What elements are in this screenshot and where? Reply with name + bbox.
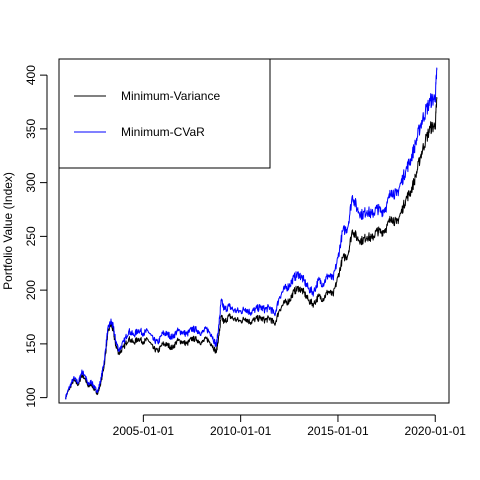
legend-box [58,58,271,169]
y-tick-label: 200 [24,280,38,300]
legend-label: Minimum-CVaR [121,125,205,139]
y-tick-label: 100 [24,387,38,407]
y-tick-label: 350 [24,119,38,139]
y-tick-label: 250 [24,226,38,246]
legend-label: Minimum-Variance [121,89,220,103]
x-tick-label: 2010-01-01 [210,424,272,438]
x-tick-label: 2015-01-01 [307,424,369,438]
x-axis: 2005-01-01 2010-01-01 2015-01-01 2020-01-01 [113,414,467,438]
x-tick-label: 2005-01-01 [113,424,175,438]
series-line-minimum-cvar [65,67,438,400]
y-axis: 100 150 200 250 300 350 400 [24,65,48,408]
y-tick-label: 150 [24,334,38,354]
y-tick-label: 400 [24,65,38,85]
y-axis-label: Portfolio Value (Index) [1,172,15,290]
series-group [65,67,438,400]
x-tick-label: 2020-01-01 [405,424,467,438]
y-tick-label: 300 [24,172,38,192]
legend: Minimum-Variance Minimum-CVaR [58,58,271,169]
